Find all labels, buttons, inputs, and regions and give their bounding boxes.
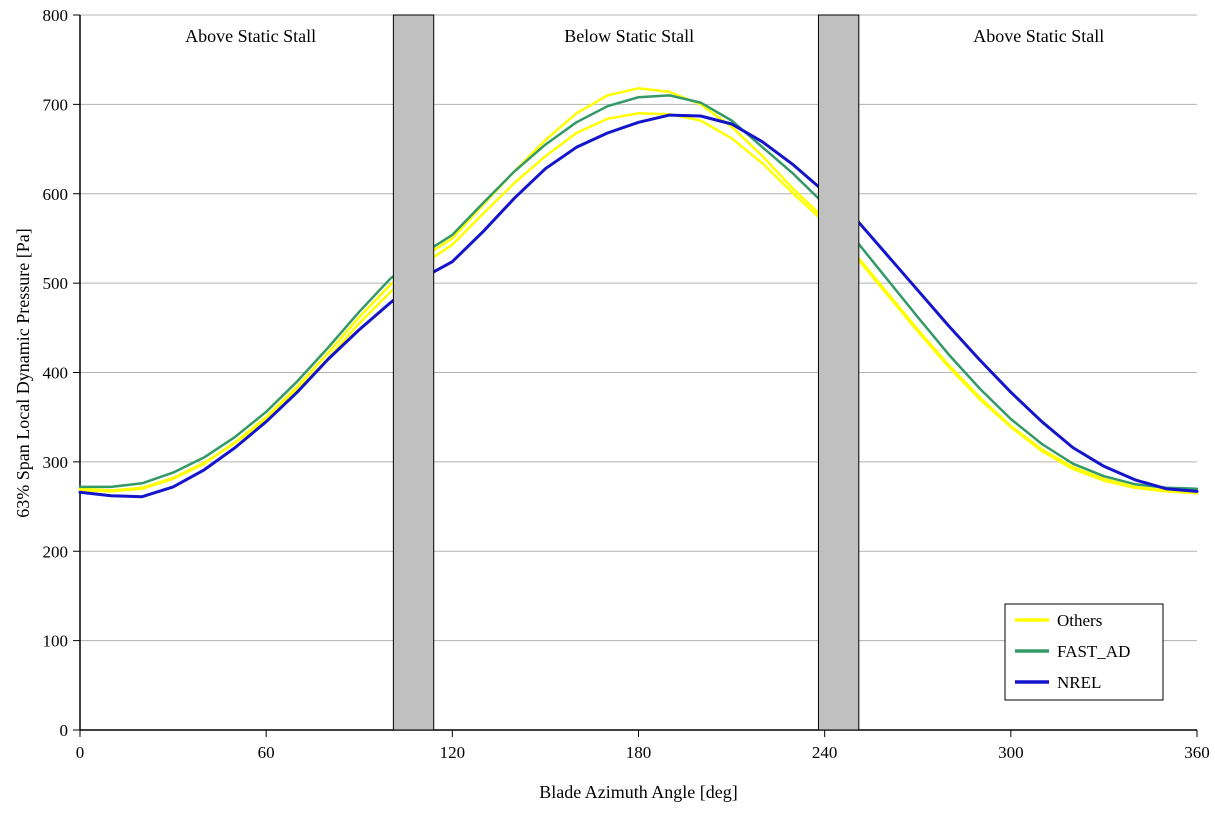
legend-label-Others: Others [1057, 611, 1102, 630]
y-tick-label: 200 [43, 542, 69, 561]
x-tick-label: 180 [626, 743, 652, 762]
x-tick-label: 60 [258, 743, 275, 762]
y-axis-title: 63% Span Local Dynamic Pressure [Pa] [13, 228, 33, 518]
x-tick-label: 0 [76, 743, 85, 762]
y-tick-label: 100 [43, 632, 69, 651]
x-tick-label: 300 [998, 743, 1024, 762]
y-tick-label: 500 [43, 274, 69, 293]
region-annotation: Above Static Stall [973, 26, 1104, 46]
y-tick-label: 700 [43, 95, 69, 114]
y-tick-label: 300 [43, 453, 69, 472]
x-tick-label: 240 [812, 743, 838, 762]
series-line-FAST_AD [78, 94, 1199, 490]
stall-boundary-band [392, 14, 435, 731]
y-tick-label: 800 [43, 6, 69, 25]
y-tick-label: 600 [43, 185, 69, 204]
x-axis-title: Blade Azimuth Angle [deg] [539, 782, 738, 802]
x-tick-label: 120 [440, 743, 466, 762]
region-annotation: Below Static Stall [564, 26, 694, 46]
x-tick-label: 360 [1184, 743, 1210, 762]
series-line-Others [78, 87, 1199, 494]
stall-boundary-band [817, 14, 860, 731]
legend-label-FAST_AD: FAST_AD [1057, 642, 1130, 661]
region-annotation: Above Static Stall [185, 26, 316, 46]
legend-label-NREL: NREL [1057, 673, 1101, 692]
y-tick-label: 0 [60, 721, 69, 740]
y-tick-label: 400 [43, 364, 69, 383]
series-line-NREL [78, 113, 1199, 499]
series-line-Others [78, 112, 1199, 495]
